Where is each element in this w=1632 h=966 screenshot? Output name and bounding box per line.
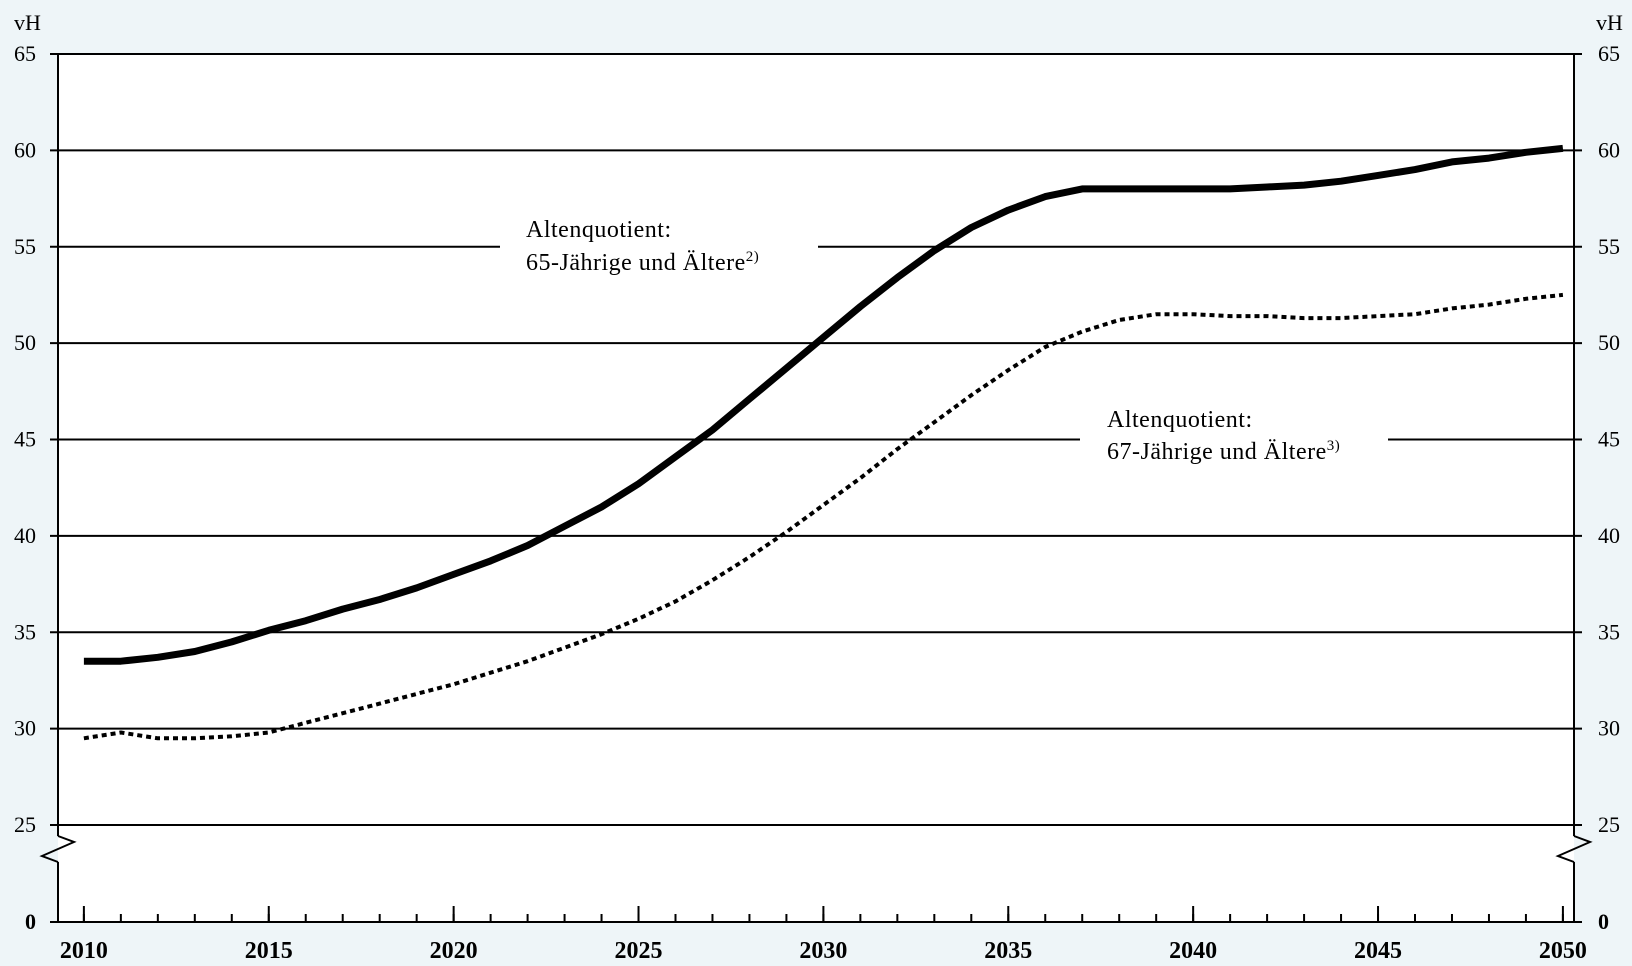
annotation-67-footnote: 3) bbox=[1327, 438, 1341, 454]
x-tick-label: 2045 bbox=[1354, 938, 1402, 964]
y-tick-label-right: 25 bbox=[1598, 812, 1620, 837]
x-tick-label: 2030 bbox=[799, 938, 847, 964]
annotation-65-line1: Altenquotient: bbox=[526, 217, 672, 243]
annotation-67-background bbox=[1080, 398, 1388, 468]
x-tick-label: 2050 bbox=[1539, 938, 1587, 964]
annotation-65-background bbox=[500, 208, 818, 278]
annotation-67-line1: Altenquotient: bbox=[1107, 407, 1253, 433]
annotation-67-line2: 67-Jährige und Ältere3) bbox=[1107, 438, 1340, 465]
x-tick-label: 2025 bbox=[615, 938, 663, 964]
annotation-65-text: 65-Jährige und Ältere bbox=[526, 250, 746, 276]
y-tick-label-right: 45 bbox=[1598, 427, 1620, 452]
y-tick-label-left: 40 bbox=[14, 523, 36, 548]
y-tick-label-left: 25 bbox=[14, 812, 36, 837]
y-tick-label-right: 35 bbox=[1598, 619, 1620, 644]
y-tick-label-left: 30 bbox=[14, 716, 36, 741]
x-tick-label: 2020 bbox=[430, 938, 478, 964]
axis-break-left bbox=[39, 835, 77, 863]
y-axis-unit-right: vH bbox=[1596, 10, 1623, 35]
series-line-1 bbox=[83, 144, 1564, 665]
x-tick-label: 2040 bbox=[1169, 938, 1217, 964]
y-tick-label-right: 60 bbox=[1598, 137, 1620, 162]
annotation-65-line2: 65-Jährige und Ältere2) bbox=[526, 249, 759, 276]
y-tick-label-left: 45 bbox=[14, 427, 36, 452]
x-tick-label: 2035 bbox=[984, 938, 1032, 964]
y-tick-label-right: 30 bbox=[1598, 716, 1620, 741]
y-tick-label-right: 0 bbox=[1598, 909, 1609, 934]
y-tick-label-left: 55 bbox=[14, 234, 36, 259]
x-tick-label: 2010 bbox=[60, 938, 108, 964]
annotation-65-footnote: 2) bbox=[746, 249, 760, 265]
y-tick-label-left: 35 bbox=[14, 619, 36, 644]
y-tick-label-right: 40 bbox=[1598, 523, 1620, 548]
axis-break-right bbox=[1555, 835, 1593, 863]
plot-area bbox=[58, 54, 1574, 922]
annotation-67-text: 67-Jährige und Ältere bbox=[1107, 439, 1327, 465]
y-tick-label-right: 55 bbox=[1598, 234, 1620, 259]
x-tick-label: 2015 bbox=[245, 938, 293, 964]
annotation-67: Altenquotient: 67-Jährige und Ältere3) bbox=[1080, 398, 1388, 468]
y-axis-unit-left: vH bbox=[14, 10, 41, 35]
y-tick-label-right: 50 bbox=[1598, 330, 1620, 355]
y-tick-label-left: 65 bbox=[14, 41, 36, 66]
y-tick-label-right: 65 bbox=[1598, 41, 1620, 66]
y-tick-label-left: 60 bbox=[14, 137, 36, 162]
y-tick-label-left: 0 bbox=[25, 909, 36, 934]
y-tick-label-left: 50 bbox=[14, 330, 36, 355]
annotation-65: Altenquotient: 65-Jährige und Ältere2) bbox=[500, 208, 818, 278]
